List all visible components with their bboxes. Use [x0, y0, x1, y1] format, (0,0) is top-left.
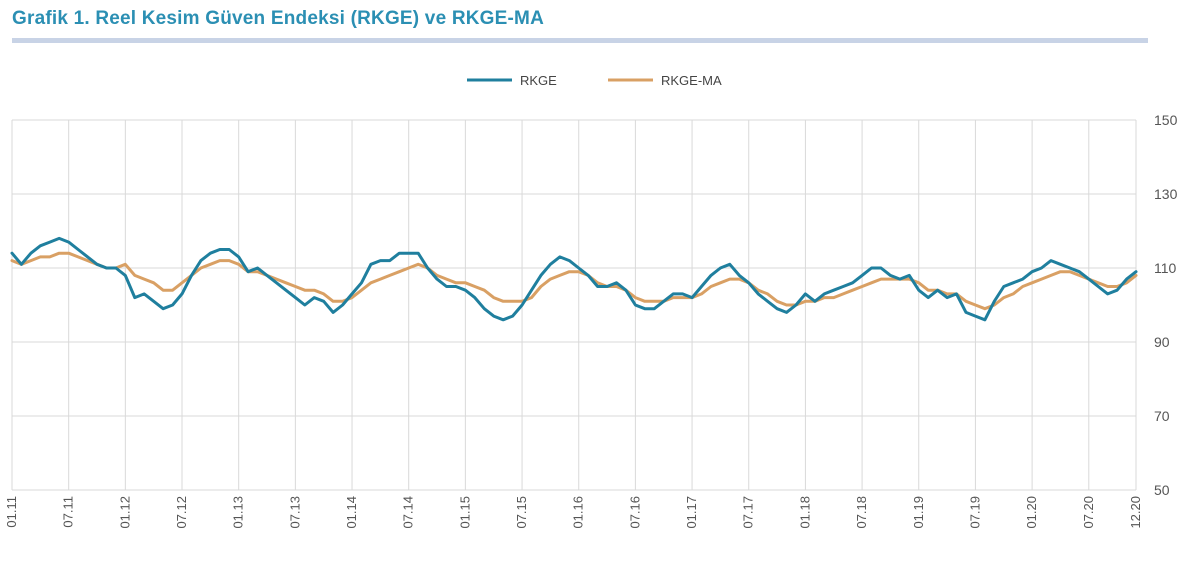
- x-tick-label: 07.13: [287, 496, 302, 529]
- series-line-rkge-ma: [10, 251, 1138, 311]
- y-tick-label: 70: [1154, 408, 1170, 424]
- x-tick-label: 01.11: [4, 496, 19, 528]
- y-axis-ticks: 50 70 90 110 130 150: [1154, 112, 1178, 498]
- legend-label-rkge: RKGE: [520, 73, 557, 88]
- legend-label-rkge-ma: RKGE-MA: [661, 73, 722, 88]
- series-line-rkge: [10, 236, 1138, 322]
- y-tick-label: 90: [1154, 334, 1170, 350]
- series-lines: [10, 236, 1138, 322]
- x-tick-label: 01.13: [231, 496, 246, 529]
- x-tick-label: 01.16: [571, 496, 586, 529]
- x-tick-label: 07.17: [741, 496, 756, 529]
- y-tick-label: 110: [1154, 260, 1177, 276]
- y-tick-label: 50: [1154, 482, 1170, 498]
- x-tick-label: 01.15: [457, 496, 472, 529]
- x-tick-label: 07.11: [61, 496, 76, 528]
- chart-title: Grafik 1. Reel Kesim Güven Endeksi (RKGE…: [12, 8, 544, 29]
- title-underline: [12, 38, 1148, 43]
- x-tick-label: 01.14: [344, 496, 359, 529]
- x-tick-label: 01.17: [684, 496, 699, 529]
- grid-lines: [11, 119, 1137, 491]
- x-tick-label: 01.18: [797, 496, 812, 529]
- x-tick-label: 01.12: [117, 496, 132, 529]
- x-tick-label: 01.19: [911, 496, 926, 529]
- x-tick-label: 07.18: [854, 496, 869, 529]
- x-tick-label: 12.20: [1128, 496, 1143, 529]
- x-tick-label: 07.20: [1081, 496, 1096, 529]
- x-tick-label: 07.15: [514, 496, 529, 529]
- x-tick-label: 07.16: [627, 496, 642, 529]
- x-tick-label: 07.14: [401, 496, 416, 529]
- legend: RKGE RKGE-MA: [467, 73, 722, 88]
- x-axis-ticks: 01.11 07.11 01.12 07.12 01.13 07.13 01.14 07.14…: [4, 496, 1143, 529]
- y-tick-label: 150: [1154, 112, 1178, 128]
- y-tick-label: 130: [1154, 186, 1178, 202]
- x-tick-label: 07.19: [967, 496, 982, 529]
- x-tick-label: 07.12: [174, 496, 189, 529]
- x-tick-label: 01.20: [1024, 496, 1039, 529]
